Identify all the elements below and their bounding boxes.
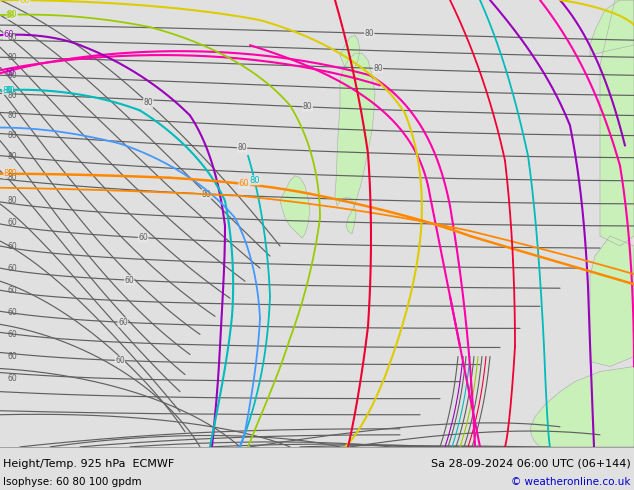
Text: 80: 80	[8, 169, 18, 178]
Text: 80: 80	[20, 0, 30, 5]
Text: Sa 28-09-2024 06:00 UTC (06+144): Sa 28-09-2024 06:00 UTC (06+144)	[431, 459, 631, 469]
Text: 80: 80	[373, 64, 383, 73]
Text: 80: 80	[8, 91, 18, 100]
Text: 60: 60	[115, 356, 125, 365]
Text: 60: 60	[118, 318, 128, 327]
Text: 80: 80	[249, 176, 260, 185]
Text: 80: 80	[8, 196, 18, 205]
Text: © weatheronline.co.uk: © weatheronline.co.uk	[512, 477, 631, 487]
Text: 80: 80	[365, 29, 374, 38]
Text: 80: 80	[8, 111, 18, 120]
Text: 80: 80	[5, 11, 15, 20]
Text: 80: 80	[8, 131, 18, 140]
Text: 80: 80	[3, 86, 13, 95]
Text: Height/Temp. 925 hPa  ECMWF: Height/Temp. 925 hPa ECMWF	[3, 459, 174, 469]
Text: 80: 80	[8, 33, 18, 42]
Text: 80: 80	[202, 190, 211, 198]
Text: 80: 80	[8, 152, 18, 161]
Polygon shape	[530, 367, 634, 447]
Text: Isophyse: 60 80 100 gpdm: Isophyse: 60 80 100 gpdm	[3, 477, 142, 487]
Polygon shape	[600, 0, 634, 246]
Text: 60: 60	[124, 276, 134, 285]
Polygon shape	[590, 236, 634, 367]
Text: 60: 60	[8, 264, 18, 272]
Polygon shape	[335, 53, 375, 234]
Text: 80: 80	[4, 169, 15, 178]
Text: 80: 80	[8, 173, 18, 182]
Text: 60: 60	[8, 242, 18, 250]
Text: 80: 80	[8, 71, 18, 80]
Text: 80: 80	[303, 102, 313, 111]
Text: 60: 60	[4, 30, 15, 39]
Text: 60: 60	[138, 233, 148, 242]
Text: 80: 80	[7, 10, 17, 19]
Text: 60: 60	[8, 286, 18, 294]
Text: 60: 60	[8, 330, 18, 339]
Text: 60: 60	[8, 219, 18, 227]
Text: 60: 60	[8, 352, 18, 361]
Polygon shape	[280, 176, 310, 238]
Text: 80: 80	[237, 144, 247, 152]
Polygon shape	[340, 35, 360, 70]
Polygon shape	[590, 0, 634, 55]
Text: 80: 80	[143, 98, 153, 107]
Text: 80: 80	[8, 53, 18, 62]
Text: 80: 80	[5, 86, 15, 95]
Text: 60: 60	[8, 308, 18, 317]
Text: 60: 60	[239, 179, 249, 189]
Text: 60: 60	[8, 374, 18, 383]
Text: 60: 60	[5, 68, 15, 77]
